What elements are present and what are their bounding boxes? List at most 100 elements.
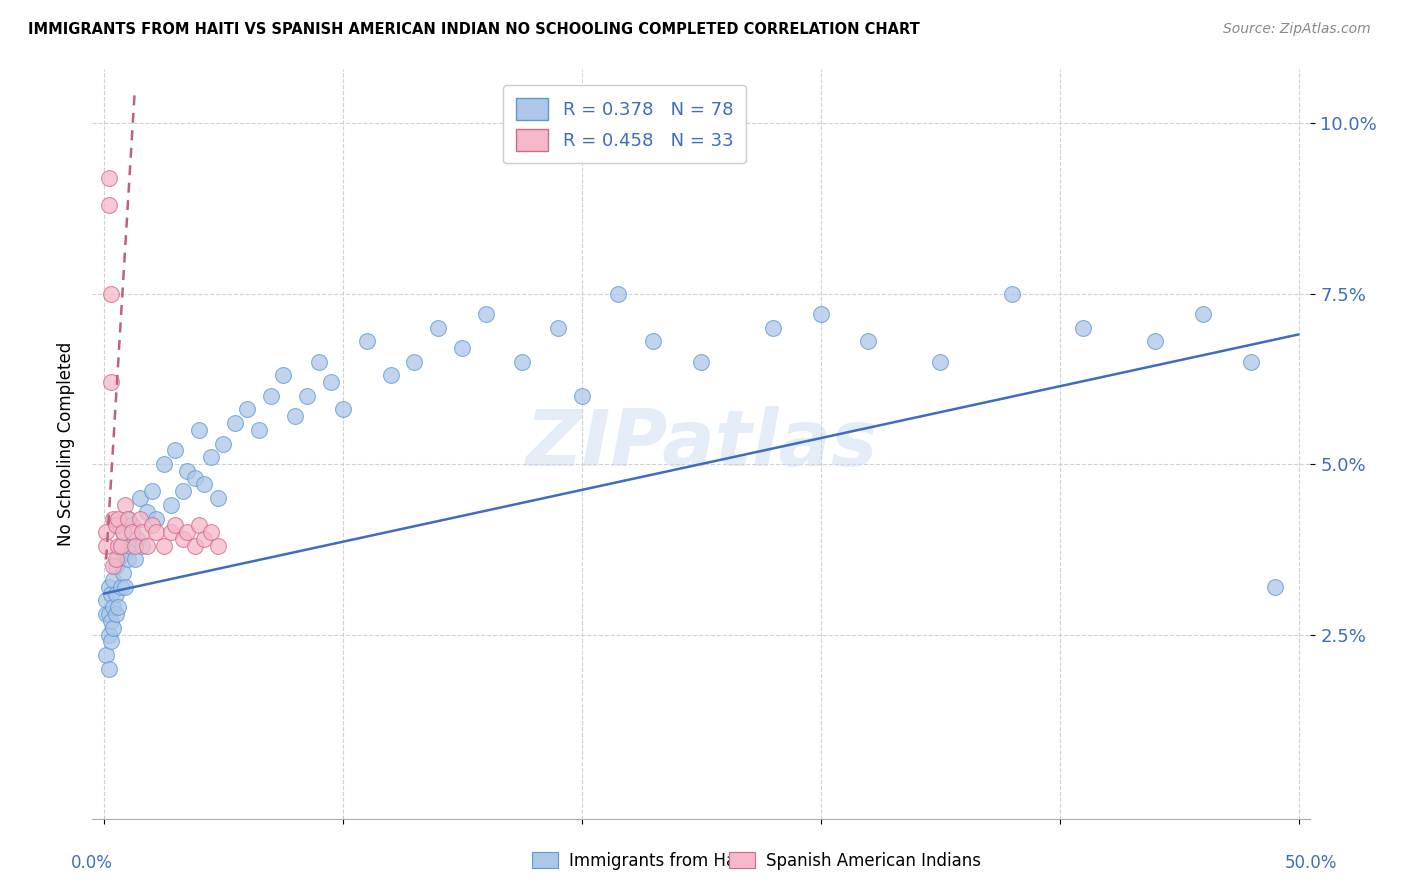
Point <box>104 552 127 566</box>
Point <box>404 355 426 369</box>
Point <box>165 518 187 533</box>
Text: ZIPatlas: ZIPatlas <box>524 406 877 482</box>
Point <box>114 498 136 512</box>
Point <box>356 334 378 349</box>
Point <box>145 525 167 540</box>
Point <box>427 320 450 334</box>
Point <box>172 484 194 499</box>
Point <box>606 286 628 301</box>
Point <box>97 662 120 676</box>
Point <box>104 607 127 621</box>
Point <box>111 566 134 581</box>
Point <box>159 525 181 540</box>
Text: Spanish American Indians: Spanish American Indians <box>766 852 981 870</box>
Point <box>1073 320 1095 334</box>
Point <box>100 614 122 628</box>
Point <box>120 539 142 553</box>
Point <box>451 341 474 355</box>
Point <box>110 539 132 553</box>
Point <box>172 532 194 546</box>
Point <box>284 409 307 424</box>
Point <box>121 525 143 540</box>
Point <box>117 552 139 566</box>
Point <box>100 286 122 301</box>
Point <box>128 511 150 525</box>
Point <box>103 573 125 587</box>
Point <box>690 355 713 369</box>
Point <box>100 375 122 389</box>
Point <box>475 307 498 321</box>
Point <box>207 539 229 553</box>
Point <box>236 402 259 417</box>
Point <box>107 600 129 615</box>
Text: 50.0%: 50.0% <box>1284 855 1337 872</box>
Point <box>762 320 785 334</box>
Point <box>96 525 118 540</box>
Point <box>97 170 120 185</box>
Point <box>114 546 136 560</box>
Point <box>104 559 127 574</box>
Point <box>117 511 139 525</box>
Point <box>319 375 342 389</box>
Point <box>97 607 120 621</box>
Point <box>104 518 127 533</box>
Point <box>183 470 205 484</box>
Point <box>131 525 153 540</box>
Point <box>124 552 146 566</box>
Point <box>183 539 205 553</box>
Point <box>165 443 187 458</box>
Point <box>193 477 215 491</box>
Point <box>103 621 125 635</box>
Point <box>131 539 153 553</box>
Point <box>97 627 120 641</box>
Point <box>188 423 211 437</box>
Point <box>100 634 122 648</box>
Point <box>152 457 174 471</box>
Point <box>858 334 880 349</box>
Text: IMMIGRANTS FROM HAITI VS SPANISH AMERICAN INDIAN NO SCHOOLING COMPLETED CORRELAT: IMMIGRANTS FROM HAITI VS SPANISH AMERICA… <box>28 22 920 37</box>
Point <box>96 607 118 621</box>
Point <box>510 355 533 369</box>
Point <box>124 539 146 553</box>
Point <box>114 580 136 594</box>
Point <box>96 539 118 553</box>
Point <box>193 532 215 546</box>
Point <box>96 648 118 662</box>
Point <box>110 580 132 594</box>
Point <box>260 389 283 403</box>
Text: Source: ZipAtlas.com: Source: ZipAtlas.com <box>1223 22 1371 37</box>
Point <box>571 389 593 403</box>
Point <box>103 511 125 525</box>
Point <box>207 491 229 505</box>
Point <box>1240 355 1263 369</box>
Point <box>295 389 318 403</box>
Point <box>111 525 134 540</box>
Point <box>176 464 198 478</box>
Point <box>121 518 143 533</box>
Point <box>212 436 235 450</box>
Point <box>1144 334 1167 349</box>
Point <box>104 586 127 600</box>
Point <box>810 307 832 321</box>
Point <box>107 511 129 525</box>
Point <box>159 498 181 512</box>
Point <box>100 586 122 600</box>
Text: Immigrants from Haiti: Immigrants from Haiti <box>569 852 752 870</box>
Point <box>117 511 139 525</box>
Point <box>96 593 118 607</box>
Point <box>247 423 270 437</box>
Point <box>188 518 211 533</box>
Point <box>127 532 149 546</box>
Point <box>271 368 294 383</box>
Point <box>135 539 157 553</box>
Point <box>97 580 120 594</box>
Point <box>135 505 157 519</box>
Point <box>308 355 330 369</box>
Point <box>380 368 402 383</box>
Point <box>200 525 222 540</box>
Y-axis label: No Schooling Completed: No Schooling Completed <box>58 342 75 546</box>
Point <box>200 450 222 465</box>
Point <box>1264 580 1286 594</box>
Point <box>547 320 569 334</box>
Point <box>97 198 120 212</box>
